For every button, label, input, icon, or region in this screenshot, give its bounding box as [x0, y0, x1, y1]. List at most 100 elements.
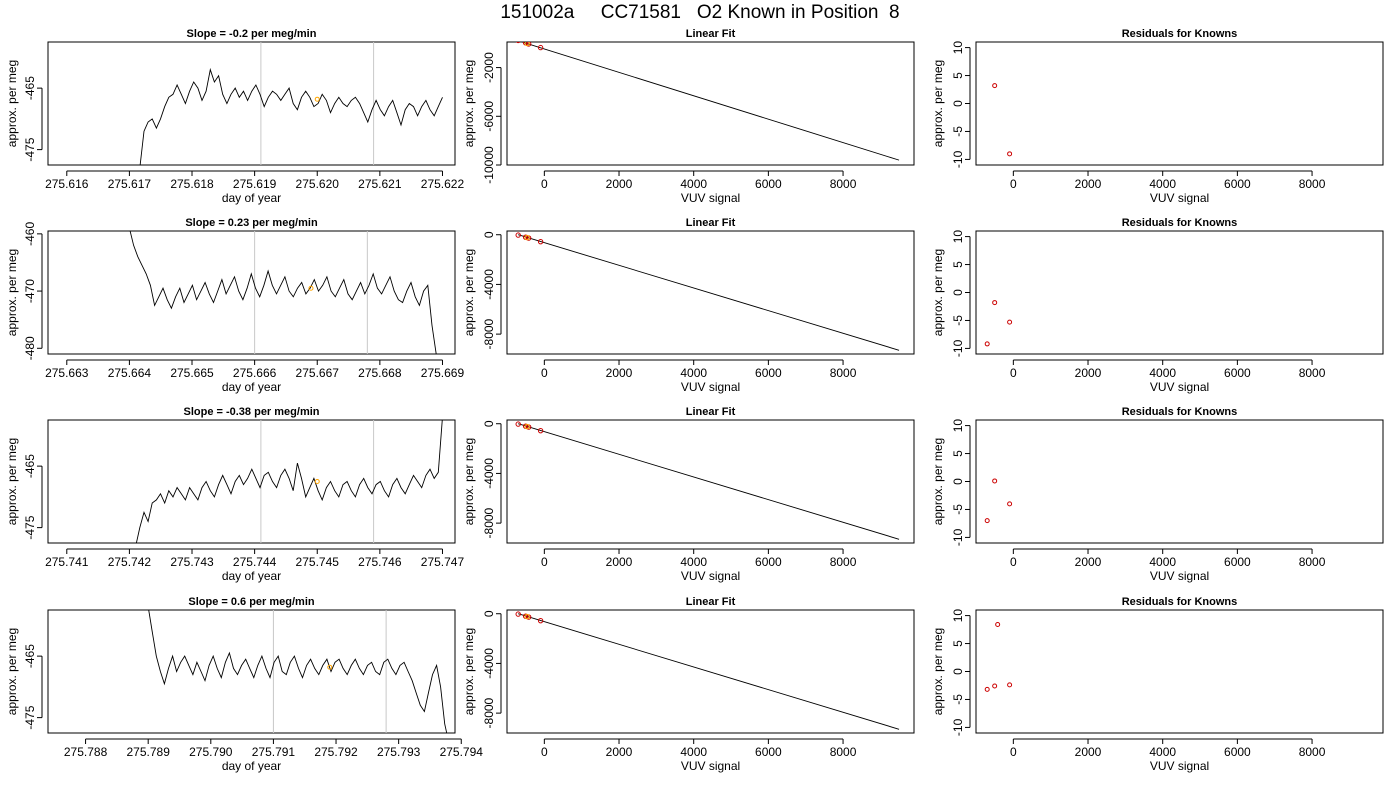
x-tick-label: 0 — [541, 177, 548, 191]
x-tick-label: 275.665 — [170, 366, 214, 380]
plot-frame — [975, 41, 1384, 166]
known-point — [525, 42, 532, 47]
panel-title: Slope = -0.38 per meg/min — [183, 406, 319, 418]
y-tick-label: -10 — [951, 718, 965, 736]
fit-line — [520, 42, 900, 161]
plot-area — [515, 611, 900, 730]
plot-frame — [506, 41, 915, 166]
figure-title: 151002a CC71581 O2 Known in Position 8 — [500, 2, 900, 23]
y-tick-label: 10 — [951, 41, 965, 55]
y-tick-label: -10000 — [482, 146, 496, 184]
residual-point — [995, 622, 1001, 628]
known-point — [515, 611, 521, 617]
y-tick-label: -5 — [951, 126, 965, 137]
fit-line — [518, 234, 900, 351]
x-axis-label: day of year — [222, 380, 281, 394]
data-series-line — [129, 231, 437, 354]
x-tick-label: 275.619 — [233, 177, 277, 191]
y-tick-label: -460 — [23, 222, 37, 246]
sample-marker — [327, 664, 333, 670]
x-tick-label: 275.664 — [108, 366, 152, 380]
x-tick-label: 6000 — [755, 555, 782, 569]
plot-frame — [47, 41, 456, 166]
plot-frame — [975, 230, 1384, 355]
x-tick-label: 275.745 — [296, 555, 340, 569]
x-tick-label: 275.793 — [377, 745, 421, 759]
x-tick-label: 275.788 — [64, 745, 108, 759]
y-tick-label: 5 — [951, 640, 965, 647]
x-tick-label: 2000 — [606, 177, 633, 191]
x-tick-label: 275.747 — [421, 555, 465, 569]
sample-marker — [524, 234, 530, 241]
y-tick-label: 0 — [482, 420, 496, 427]
plot-area — [515, 421, 900, 540]
plot-frame — [506, 419, 915, 544]
plot-area — [515, 232, 900, 351]
y-tick-label: -10 — [951, 150, 965, 168]
y-tick-label: -5 — [951, 504, 965, 515]
x-tick-label: 275.742 — [108, 555, 152, 569]
residual-point — [984, 686, 990, 692]
plot-frame — [47, 230, 456, 355]
y-tick-label: 0 — [951, 478, 965, 485]
y-axis-label: approx. per meg — [5, 438, 19, 525]
x-tick-label: 8000 — [1299, 555, 1326, 569]
y-tick-label: -480 — [23, 336, 37, 360]
x-tick-label: 6000 — [1224, 555, 1251, 569]
plot-area — [984, 478, 1013, 524]
x-tick-label: 275.667 — [296, 366, 340, 380]
sample-marker — [314, 96, 320, 102]
residual-point — [992, 478, 998, 484]
x-tick-label: 6000 — [1224, 745, 1251, 759]
plot-frame — [975, 609, 1384, 734]
x-tick-label: 8000 — [830, 177, 857, 191]
y-axis-label: approx. per meg — [462, 628, 476, 715]
plot-area — [139, 42, 443, 165]
panel-3-0: Slope = 0.6 per meg/min 275.788 275.789 275… — [5, 596, 483, 773]
known-point — [516, 42, 521, 44]
sample-marker — [524, 613, 530, 620]
x-tick-label: 2000 — [1075, 745, 1102, 759]
y-tick-label: -4000 — [482, 648, 496, 679]
panel-title: Residuals for Knowns — [1122, 28, 1238, 40]
x-tick-label: 275.743 — [170, 555, 214, 569]
panel-title: Slope = -0.2 per meg/min — [187, 28, 317, 40]
x-tick-label: 275.620 — [296, 177, 340, 191]
x-axis-label: VUV signal — [681, 380, 740, 394]
x-tick-label: 8000 — [830, 366, 857, 380]
x-tick-label: 6000 — [755, 177, 782, 191]
panel-3-1: Linear Fit 0 2000 4000 6000 8000 VUV signal 0 -4… — [462, 596, 915, 773]
y-tick-label: 5 — [951, 261, 965, 268]
x-tick-label: 0 — [1010, 177, 1017, 191]
x-tick-label: 275.622 — [421, 177, 465, 191]
fit-line — [518, 423, 900, 540]
residual-point — [992, 300, 998, 306]
known-point — [537, 427, 544, 434]
data-series-line — [135, 420, 443, 543]
x-tick-label: 2000 — [1075, 555, 1102, 569]
y-tick-label: -475 — [23, 515, 37, 539]
panel-title: Slope = 0.6 per meg/min — [188, 596, 315, 608]
x-tick-label: 0 — [1010, 366, 1017, 380]
panel-title: Linear Fit — [686, 596, 736, 608]
y-tick-label: 0 — [951, 668, 965, 675]
y-tick-label: -470 — [23, 279, 37, 303]
y-tick-label: -4000 — [482, 458, 496, 489]
y-tick-label: 10 — [951, 609, 965, 623]
y-tick-label: -475 — [23, 705, 37, 729]
sample-marker — [308, 285, 314, 291]
x-tick-label: 4000 — [1149, 555, 1176, 569]
y-tick-label: 5 — [951, 450, 965, 457]
y-axis-label: approx. per meg — [462, 438, 476, 525]
x-tick-label: 8000 — [830, 555, 857, 569]
y-tick-label: -465 — [23, 644, 37, 668]
x-tick-label: 8000 — [1299, 366, 1326, 380]
residual-point — [992, 683, 998, 689]
x-tick-label: 4000 — [1149, 177, 1176, 191]
y-tick-label: -6000 — [482, 101, 496, 132]
panel-0-1: Linear Fit 0 2000 4000 6000 8000 VUV signal -20… — [462, 28, 915, 205]
panel-title: Residuals for Knowns — [1122, 406, 1238, 418]
x-tick-label: 4000 — [680, 745, 707, 759]
y-tick-label: -465 — [23, 454, 37, 478]
